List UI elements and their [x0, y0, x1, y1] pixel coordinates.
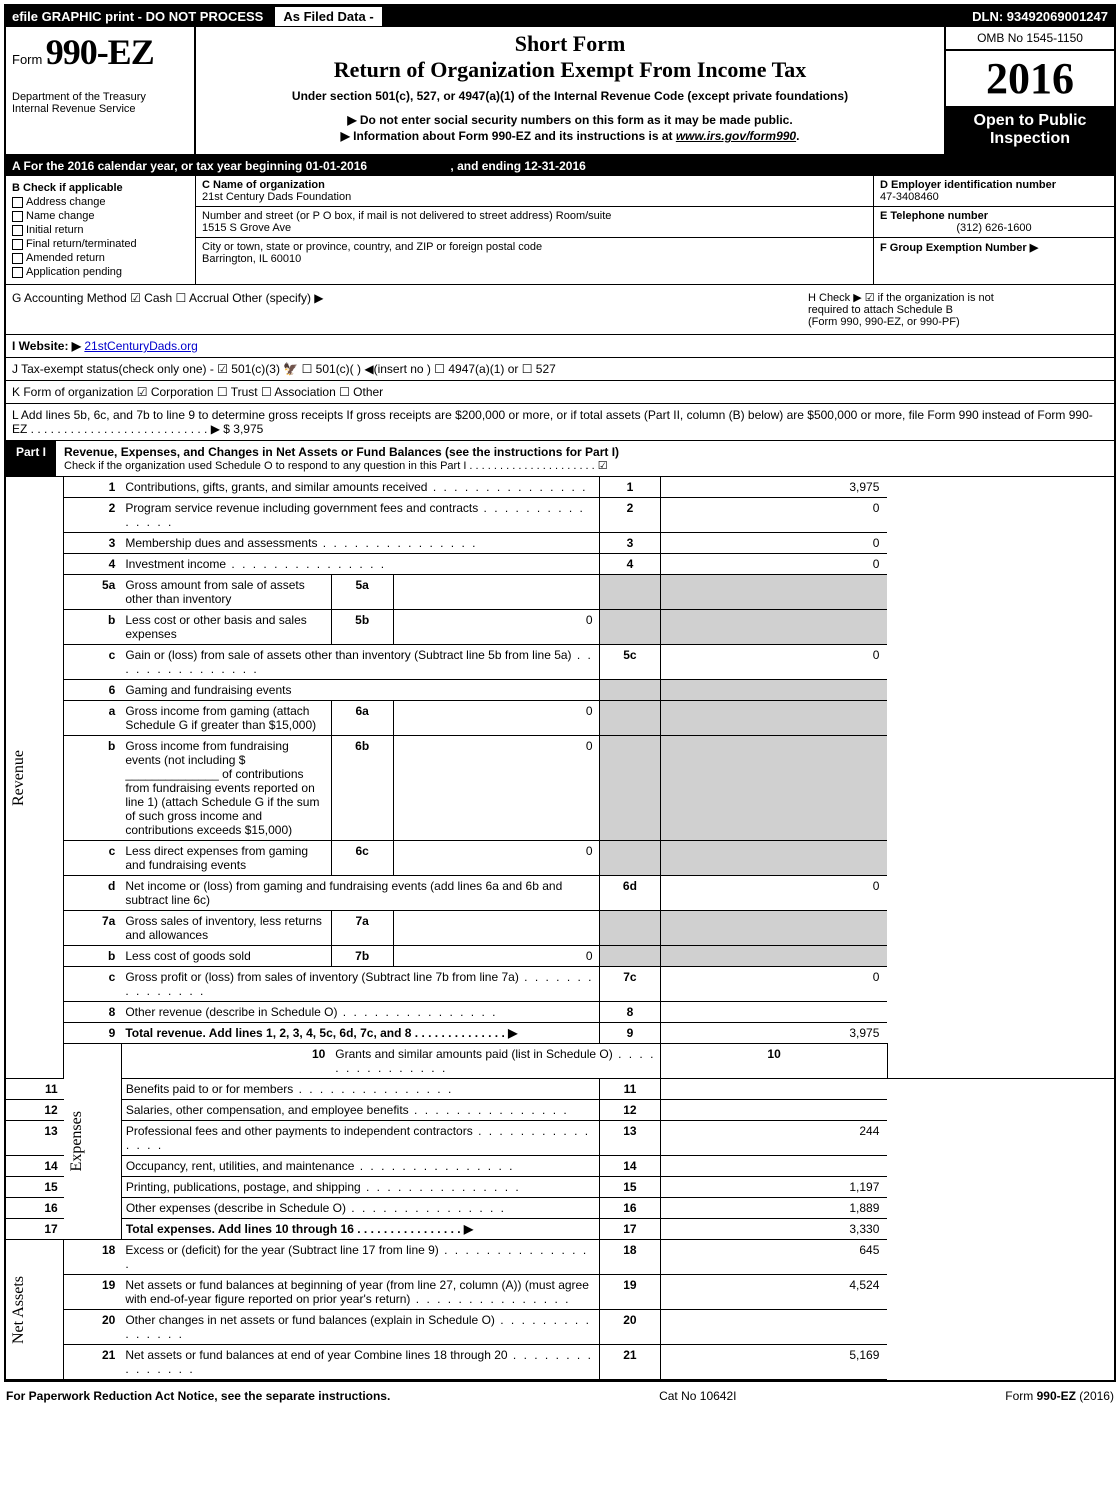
table-row: 11 Benefits paid to or for members 11	[6, 1079, 1114, 1100]
table-row: 16 Other expenses (describe in Schedule …	[6, 1198, 1114, 1219]
table-row: 15 Printing, publications, postage, and …	[6, 1177, 1114, 1198]
section-bcdef: B Check if applicable Address change Nam…	[6, 176, 1114, 285]
side-expenses: Expenses	[68, 1111, 86, 1171]
c-city-val: Barrington, IL 60010	[202, 253, 867, 265]
table-row: 2 Program service revenue including gove…	[6, 498, 1114, 533]
part-1-title: Revenue, Expenses, and Changes in Net As…	[56, 441, 1114, 476]
col-b-header: B Check if applicable	[12, 182, 189, 194]
footer-mid: Cat No 10642I	[659, 1389, 736, 1403]
table-row: 7a Gross sales of inventory, less return…	[6, 911, 1114, 946]
g-accounting: G Accounting Method ☑ Cash ☐ Accrual Oth…	[12, 291, 808, 328]
row-i: I Website: ▶ 21stCenturyDads.org	[6, 335, 1114, 358]
dept-treasury: Department of the Treasury	[12, 91, 188, 103]
side-netassets: Net Assets	[10, 1276, 28, 1344]
table-row: c Gross profit or (loss) from sales of i…	[6, 967, 1114, 1002]
part-1-label: Part I	[6, 441, 56, 476]
website-link[interactable]: 21stCenturyDads.org	[84, 339, 197, 353]
d-hdr: D Employer identification number	[880, 179, 1108, 191]
col-c: C Name of organization 21st Century Dads…	[196, 176, 874, 284]
table-row: Revenue 1 Contributions, gifts, grants, …	[6, 477, 1114, 498]
dept-irs: Internal Revenue Service	[12, 103, 188, 115]
chk-final-return[interactable]	[12, 239, 23, 250]
table-row: 6 Gaming and fundraising events	[6, 680, 1114, 701]
table-row: 20 Other changes in net assets or fund b…	[6, 1310, 1114, 1345]
form-header: Form 990-EZ Department of the Treasury I…	[6, 27, 1114, 156]
lines-table: Revenue 1 Contributions, gifts, grants, …	[6, 477, 1114, 1380]
efile-label: efile GRAPHIC print - DO NOT PROCESS	[12, 9, 263, 24]
chk-initial-return[interactable]	[12, 225, 23, 236]
col-def: D Employer identification number 47-3408…	[874, 176, 1114, 284]
table-row: 3 Membership dues and assessments 3 0	[6, 533, 1114, 554]
footer-right: Form 990-EZ (2016)	[1005, 1389, 1114, 1403]
side-revenue: Revenue	[10, 750, 28, 806]
table-row: 12 Salaries, other compensation, and emp…	[6, 1100, 1114, 1121]
table-row: b Gross income from fundraising events (…	[6, 736, 1114, 841]
c-name-val: 21st Century Dads Foundation	[202, 191, 867, 203]
table-row: c Less direct expenses from gaming and f…	[6, 841, 1114, 876]
chk-address-change[interactable]	[12, 197, 23, 208]
tax-year: 2016	[946, 51, 1114, 106]
f-hdr: F Group Exemption Number ▶	[880, 241, 1108, 254]
under-section: Under section 501(c), 527, or 4947(a)(1)…	[204, 89, 936, 103]
top-bar: efile GRAPHIC print - DO NOT PROCESS As …	[6, 6, 1114, 27]
table-row: 5a Gross amount from sale of assets othe…	[6, 575, 1114, 610]
e-val: (312) 626-1600	[880, 222, 1108, 234]
table-row: 8 Other revenue (describe in Schedule O)…	[6, 1002, 1114, 1023]
form-container: efile GRAPHIC print - DO NOT PROCESS As …	[4, 4, 1116, 1382]
irs-link[interactable]: www.irs.gov/form990	[676, 129, 796, 143]
c-name-hdr: C Name of organization	[202, 179, 867, 191]
short-form-label: Short Form	[204, 31, 936, 57]
row-j: J Tax-exempt status(check only one) - ☑ …	[6, 358, 1114, 381]
table-row: Expenses 10 Grants and similar amounts p…	[6, 1044, 1114, 1079]
form-number: 990-EZ	[46, 32, 154, 72]
table-row: 4 Investment income 4 0	[6, 554, 1114, 575]
table-row: 21 Net assets or fund balances at end of…	[6, 1345, 1114, 1380]
row-l: L Add lines 5b, 6c, and 7b to line 9 to …	[6, 404, 1114, 441]
chk-name-change[interactable]	[12, 211, 23, 222]
dln-label: DLN: 93492069001247	[972, 9, 1108, 24]
chk-amended[interactable]	[12, 253, 23, 264]
open-to-public: Open to Public Inspection	[946, 106, 1114, 154]
table-row: Net Assets 18 Excess or (deficit) for th…	[6, 1240, 1114, 1275]
table-row: 13 Professional fees and other payments …	[6, 1121, 1114, 1156]
e-hdr: E Telephone number	[880, 210, 1108, 222]
table-row: 14 Occupancy, rent, utilities, and maint…	[6, 1156, 1114, 1177]
col-b: B Check if applicable Address change Nam…	[6, 176, 196, 284]
page-footer: For Paperwork Reduction Act Notice, see …	[0, 1386, 1120, 1406]
c-city-hdr: City or town, state or province, country…	[202, 241, 867, 253]
table-row: d Net income or (loss) from gaming and f…	[6, 876, 1114, 911]
as-filed-label: As Filed Data -	[275, 7, 389, 26]
arrow-note-1: ▶ Do not enter social security numbers o…	[204, 113, 936, 127]
row-g-h: G Accounting Method ☑ Cash ☐ Accrual Oth…	[6, 285, 1114, 335]
omb-number: OMB No 1545-1150	[946, 27, 1114, 51]
table-row: c Gain or (loss) from sale of assets oth…	[6, 645, 1114, 680]
arrow-note-2: ▶ Information about Form 990-EZ and its …	[204, 129, 936, 143]
table-row: 19 Net assets or fund balances at beginn…	[6, 1275, 1114, 1310]
form-title: Return of Organization Exempt From Incom…	[204, 57, 936, 83]
section-a-bar: A For the 2016 calendar year, or tax yea…	[6, 156, 1114, 176]
c-addr-val: 1515 S Grove Ave	[202, 222, 867, 234]
table-row: b Less cost or other basis and sales exp…	[6, 610, 1114, 645]
h-check: H Check ▶ ☑ if the organization is not r…	[808, 291, 1108, 328]
table-row: 9 Total revenue. Add lines 1, 2, 3, 4, 5…	[6, 1023, 1114, 1044]
table-row: b Less cost of goods sold 7b 0	[6, 946, 1114, 967]
table-row: 17 Total expenses. Add lines 10 through …	[6, 1219, 1114, 1240]
d-val: 47-3408460	[880, 191, 1108, 203]
chk-pending[interactable]	[12, 267, 23, 278]
row-k: K Form of organization ☑ Corporation ☐ T…	[6, 381, 1114, 404]
form-prefix: Form	[12, 52, 42, 67]
c-addr-hdr: Number and street (or P O box, if mail i…	[202, 210, 867, 222]
footer-left: For Paperwork Reduction Act Notice, see …	[6, 1389, 390, 1403]
part-1-header: Part I Revenue, Expenses, and Changes in…	[6, 441, 1114, 477]
table-row: a Gross income from gaming (attach Sched…	[6, 701, 1114, 736]
